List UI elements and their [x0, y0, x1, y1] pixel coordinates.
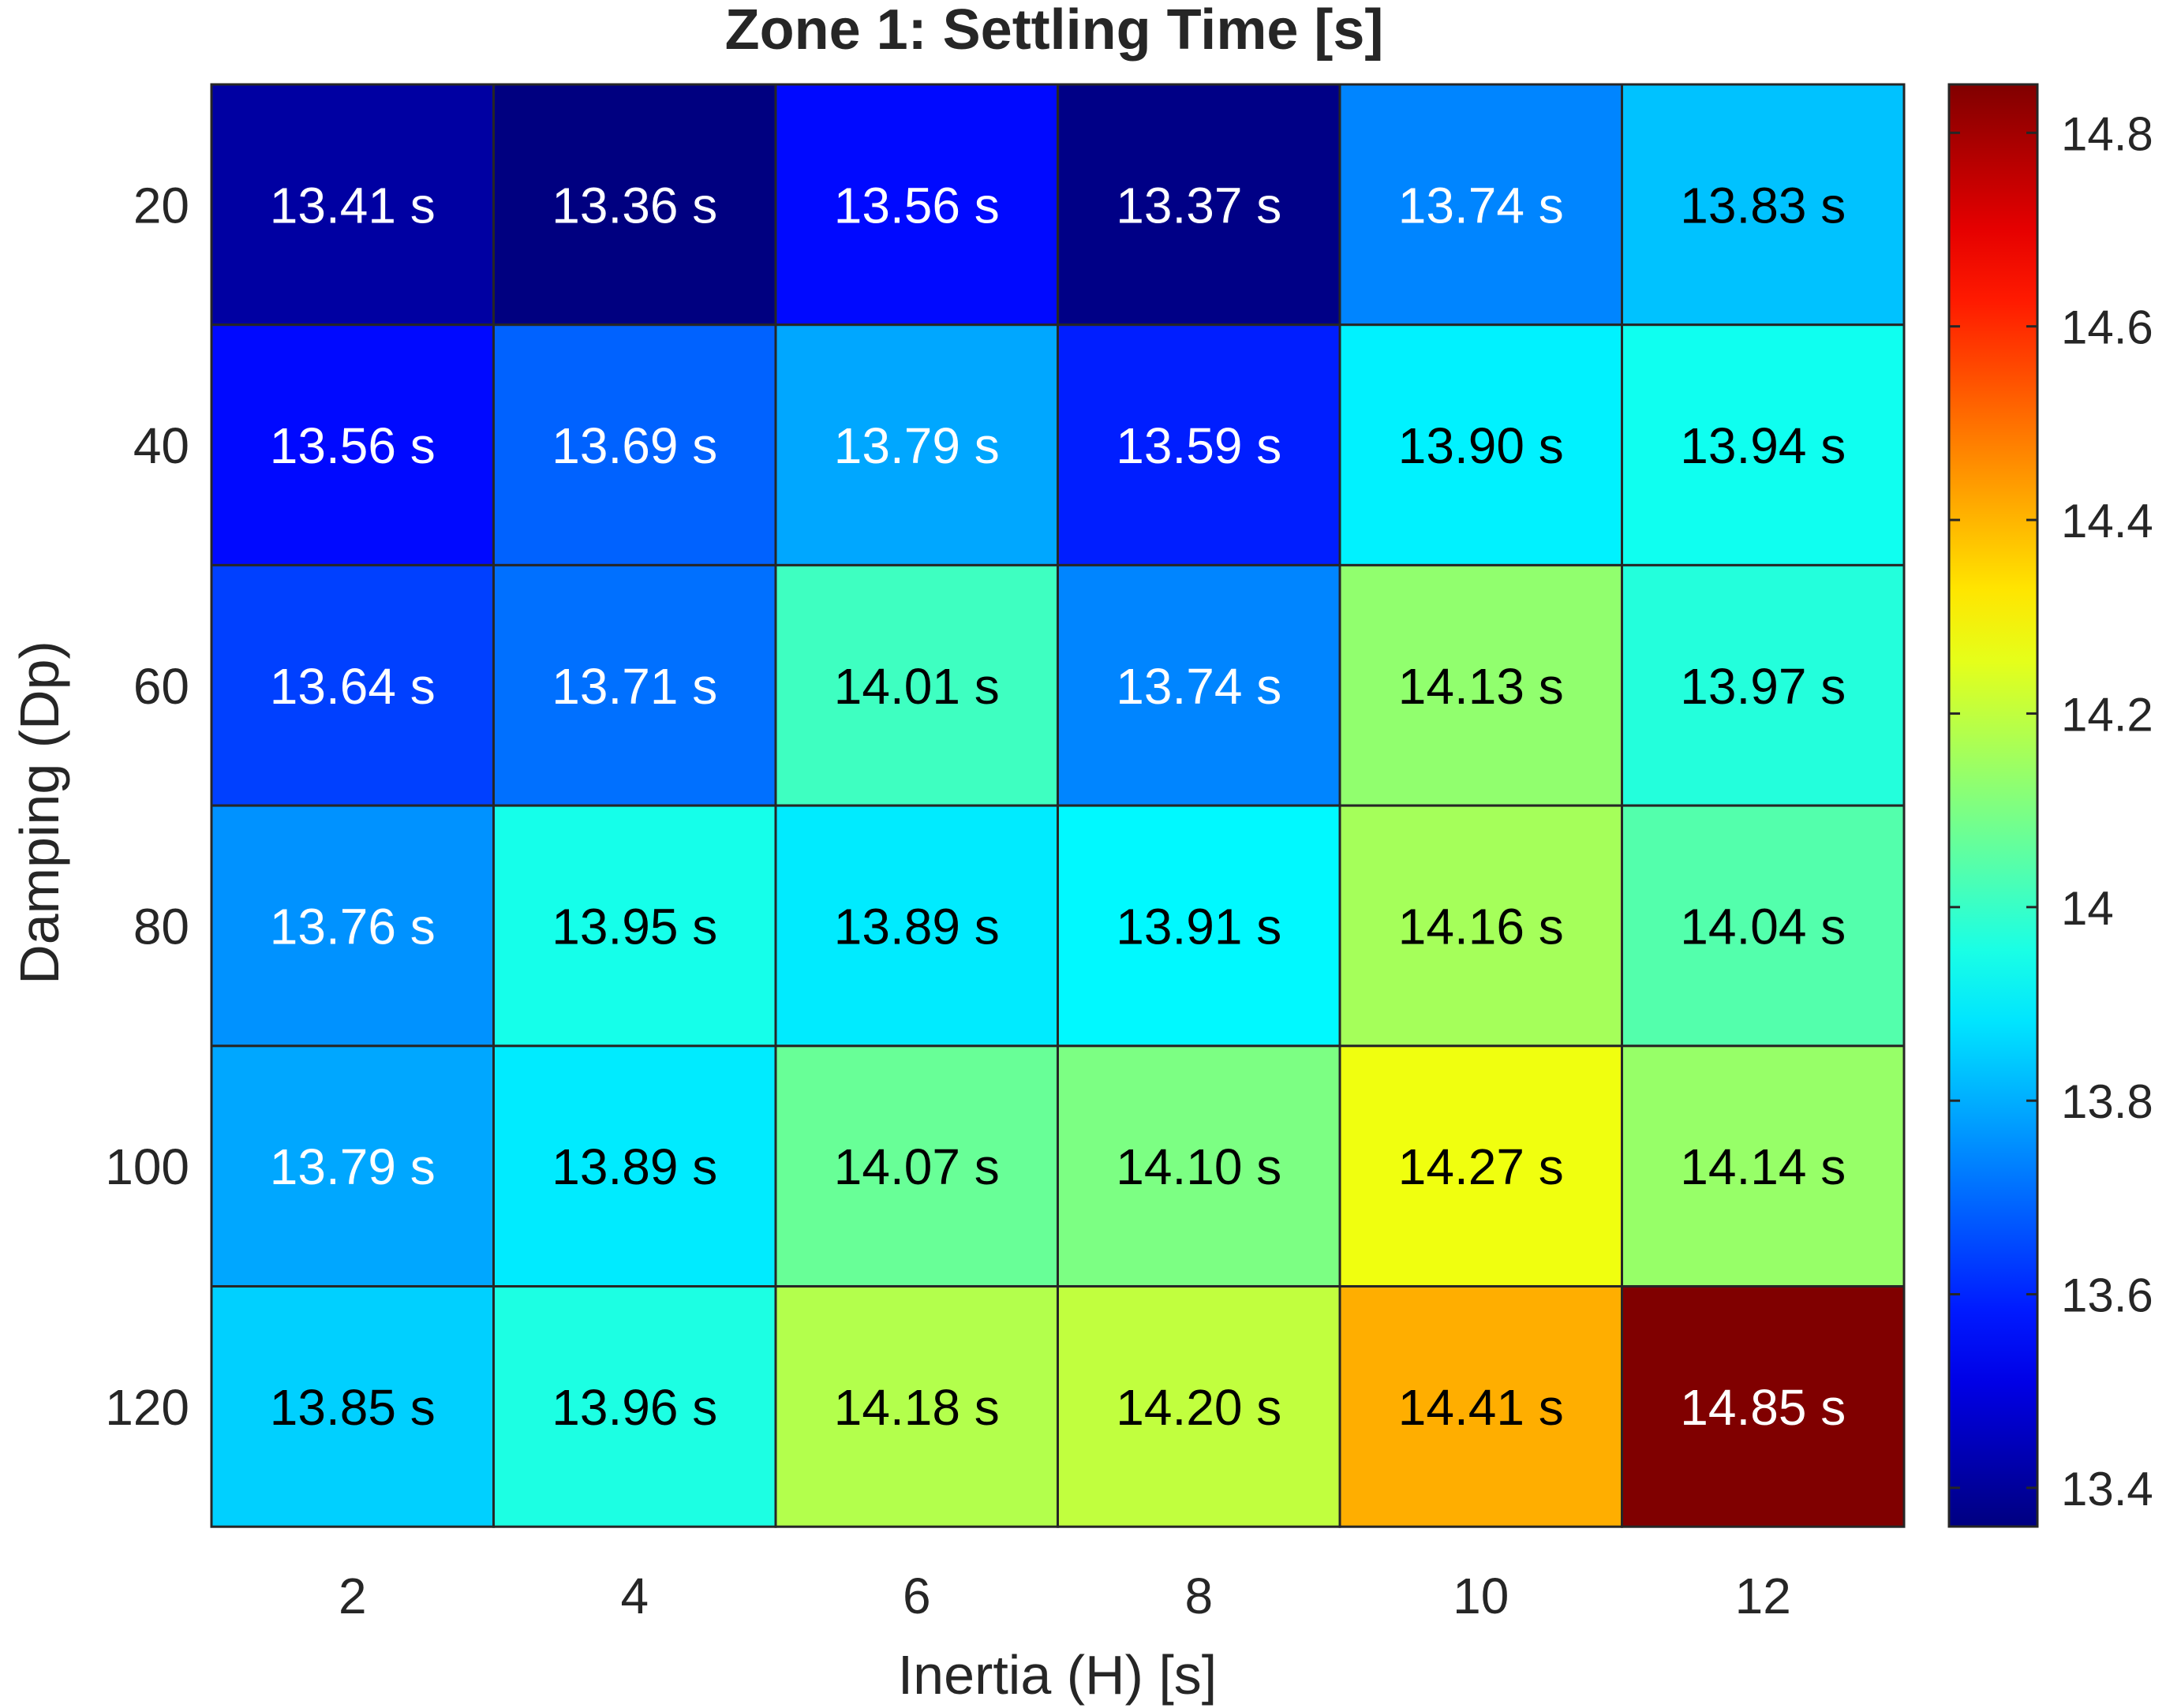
cell-value-label: 13.96 s [552, 1379, 717, 1436]
x-tick-label: 6 [903, 1568, 931, 1624]
heatmap-cell-r2-c4 [1338, 563, 1623, 807]
y-tick-label: 40 [133, 417, 189, 474]
cell-value-label: 13.71 s [552, 658, 717, 715]
colorbar-tick-label: 14.2 [2061, 688, 2153, 741]
colorbar-tick-label: 14 [2061, 882, 2114, 935]
y-tick-label: 60 [133, 658, 189, 715]
x-tick-label: 12 [1735, 1568, 1791, 1624]
heatmap-cell-r2-c1 [492, 563, 777, 807]
heatmap-cells [210, 83, 1906, 1528]
cell-value-label: 14.04 s [1680, 898, 1846, 955]
x-tick-label: 10 [1453, 1568, 1509, 1624]
cell-value-label: 13.90 s [1398, 417, 1564, 474]
cell-value-label: 13.69 s [552, 417, 717, 474]
y-axis-label: Damping (Dp) [9, 641, 70, 985]
x-axis-tick-labels: 2 4 6 8 10 12 [339, 1568, 1791, 1624]
x-axis-label: Inertia (H) [s] [898, 1644, 1218, 1706]
heatmap-cell-r2-c5 [1621, 563, 1906, 807]
chart-title: Zone 1: Settling Time [s] [725, 0, 1384, 62]
colorbar-gradient [1947, 83, 2039, 1528]
cell-value-label: 13.41 s [270, 177, 436, 234]
heatmap-cell-r1-c1 [492, 323, 777, 566]
x-tick-label: 2 [339, 1568, 367, 1624]
cell-value-label: 14.20 s [1116, 1379, 1281, 1436]
colorbar-tick-label: 14.6 [2061, 301, 2153, 354]
heatmap-cell-r1-c2 [774, 323, 1059, 566]
cell-value-label: 13.89 s [834, 898, 1000, 955]
heatmap-cell-r5-c3 [1057, 1285, 1341, 1528]
cell-value-label: 14.85 s [1680, 1379, 1846, 1436]
cell-value-label: 14.10 s [1116, 1138, 1281, 1195]
cell-value-label: 13.95 s [552, 898, 717, 955]
cell-value-label: 14.27 s [1398, 1138, 1564, 1195]
cell-value-label: 13.56 s [834, 177, 1000, 234]
y-tick-label: 100 [105, 1138, 189, 1195]
cell-value-label: 13.79 s [270, 1138, 436, 1195]
cell-value-label: 14.13 s [1398, 658, 1564, 715]
heatmap-cell-r4-c5 [1621, 1045, 1906, 1288]
cell-value-label: 13.79 s [834, 417, 1000, 474]
y-axis-tick-labels: 20 40 60 80 100 120 [105, 177, 189, 1436]
heatmap-cell-r0-c2 [774, 83, 1059, 327]
colorbar-tick-label: 14.4 [2061, 495, 2153, 548]
y-tick-label: 80 [133, 898, 189, 955]
y-tick-label: 120 [105, 1379, 189, 1436]
heatmap-cell-r3-c0 [210, 804, 495, 1048]
cell-value-label: 13.83 s [1680, 177, 1846, 234]
heatmap-cell-r0-c3 [1057, 83, 1341, 327]
heatmap-cell-r4-c4 [1338, 1045, 1623, 1288]
colorbar-tick-label: 14.8 [2061, 107, 2153, 160]
colorbar-tick-label: 13.6 [2061, 1269, 2153, 1322]
cell-value-label: 13.74 s [1116, 658, 1281, 715]
heatmap-cell-labels: 13.41 s 13.36 s 13.56 s 13.37 s 13.74 s 13.83… [270, 177, 1846, 1436]
y-tick-label: 20 [133, 177, 189, 234]
heatmap-cell-r5-c5 [1621, 1285, 1906, 1528]
heatmap-cell-r4-c0 [210, 1045, 495, 1288]
cell-value-label: 13.89 s [552, 1138, 717, 1195]
colorbar-tick-label: 13.8 [2061, 1075, 2153, 1128]
x-tick-label: 8 [1184, 1568, 1213, 1624]
cell-value-label: 14.18 s [834, 1379, 1000, 1436]
heatmap-cell-r2-c2 [774, 563, 1059, 807]
cell-value-label: 14.07 s [834, 1138, 1000, 1195]
heatmap-cell-r3-c5 [1621, 804, 1906, 1048]
cell-value-label: 13.74 s [1398, 177, 1564, 234]
colorbar: 13.4 13.6 13.8 14 14.2 14.4 14.6 14.8 [1947, 83, 2153, 1528]
cell-value-label: 13.64 s [270, 658, 436, 715]
heatmap-cell-r2-c0 [210, 563, 495, 807]
cell-value-label: 13.97 s [1680, 658, 1846, 715]
cell-value-label: 14.16 s [1398, 898, 1564, 955]
heatmap-cell-r5-c2 [774, 1285, 1059, 1528]
cell-value-label: 13.91 s [1116, 898, 1281, 955]
colorbar-ticks: 13.4 13.6 13.8 14 14.2 14.4 14.6 14.8 [1949, 107, 2153, 1516]
cell-value-label: 14.14 s [1680, 1138, 1846, 1195]
heatmap-cell-r1-c5 [1621, 323, 1906, 566]
cell-value-label: 13.37 s [1116, 177, 1281, 234]
heatmap-cell-r3-c3 [1057, 804, 1341, 1048]
cell-value-label: 13.94 s [1680, 417, 1846, 474]
cell-value-label: 14.01 s [834, 658, 1000, 715]
cell-value-label: 13.56 s [270, 417, 436, 474]
cell-value-label: 13.76 s [270, 898, 436, 955]
heatmap-cell-r0-c1 [492, 83, 777, 327]
cell-value-label: 14.41 s [1398, 1379, 1564, 1436]
colorbar-tick-label: 13.4 [2061, 1463, 2153, 1516]
cell-value-label: 13.85 s [270, 1379, 436, 1436]
heatmap-cell-r3-c4 [1338, 804, 1623, 1048]
heatmap-cell-r3-c1 [492, 804, 777, 1048]
heatmap-cell-r3-c2 [774, 804, 1059, 1048]
heatmap-cell-r5-c0 [210, 1285, 495, 1528]
heatmap-cell-r0-c0 [210, 83, 495, 327]
heatmap-cell-r1-c3 [1057, 323, 1341, 566]
heatmap-cell-r2-c3 [1057, 563, 1341, 807]
cell-value-label: 13.36 s [552, 177, 717, 234]
x-tick-label: 4 [620, 1568, 649, 1624]
heatmap-cell-r4-c1 [492, 1045, 777, 1288]
heatmap-cell-r1-c0 [210, 323, 495, 566]
heatmap-cell-r5-c4 [1338, 1285, 1623, 1528]
cell-value-label: 13.59 s [1116, 417, 1281, 474]
